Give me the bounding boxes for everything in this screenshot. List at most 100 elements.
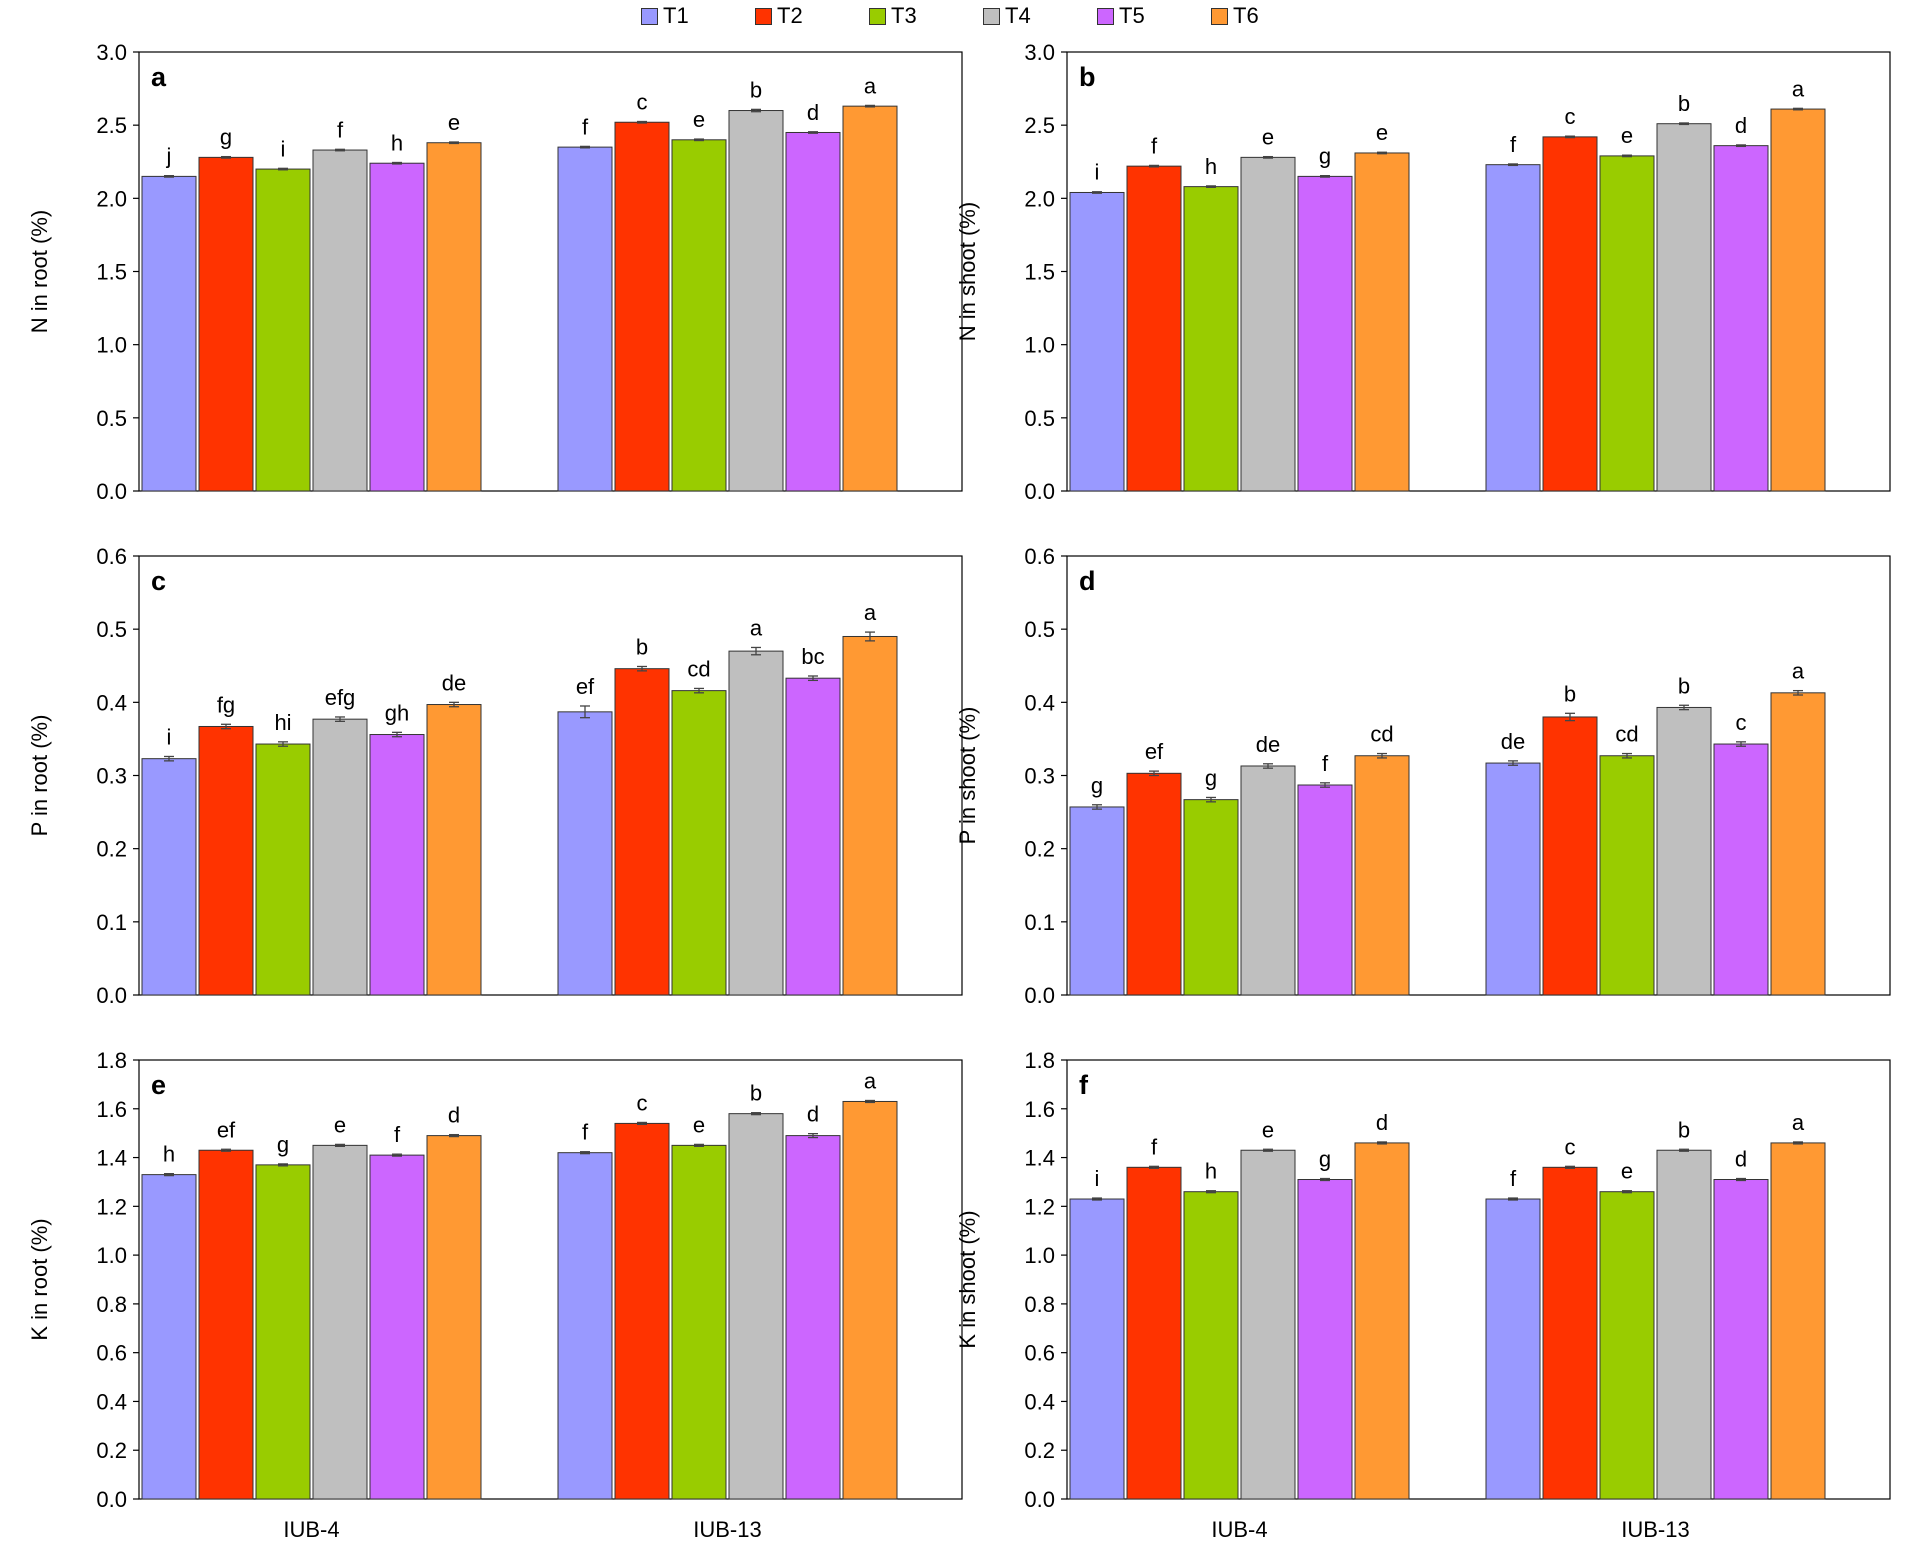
bar-t5-iub-13 bbox=[1713, 145, 1769, 492]
bar-t2-iub-4 bbox=[198, 156, 254, 492]
significance-letter: g bbox=[1091, 773, 1103, 798]
panel-label: a bbox=[151, 62, 167, 92]
legend-label-t5: T5 bbox=[1119, 3, 1145, 28]
significance-letter: de bbox=[442, 670, 466, 695]
significance-letter: e bbox=[1621, 1159, 1633, 1184]
y-tick-label: 0.0 bbox=[1024, 479, 1055, 504]
significance-letter: f bbox=[582, 1120, 589, 1145]
significance-letter: f bbox=[337, 117, 344, 142]
significance-letter: a bbox=[864, 73, 877, 98]
y-tick-label: 0.4 bbox=[1024, 690, 1055, 715]
bar-t4-iub-4 bbox=[312, 149, 368, 492]
y-tick-label: 0.0 bbox=[96, 479, 127, 504]
legend-label-t1: T1 bbox=[663, 3, 689, 28]
significance-letter: f bbox=[1151, 1134, 1158, 1159]
panel-b: 0.0 0.5 1.0 1.5 2.0 2.5 3.0 N in shoot (%) b i f h e… bbox=[955, 40, 1891, 504]
y-tick-label: 0.5 bbox=[1024, 617, 1055, 642]
y-tick-label: 0.2 bbox=[1024, 1438, 1055, 1463]
panel-a: 0.0 0.5 1.0 1.5 2.0 2.5 3.0 N in root (%) a j g i f h… bbox=[27, 40, 963, 504]
significance-letter: c bbox=[637, 1090, 648, 1115]
y-tick-label: 1.4 bbox=[96, 1146, 127, 1171]
bar-t4-iub-13 bbox=[1656, 123, 1712, 492]
panel-label: f bbox=[1079, 1070, 1089, 1100]
significance-letter: b bbox=[750, 1081, 762, 1106]
y-tick-label: 3.0 bbox=[1024, 40, 1055, 65]
significance-letter: b bbox=[636, 634, 648, 659]
y-tick-label: 0.0 bbox=[96, 1487, 127, 1512]
legend-item-t4: T4 bbox=[983, 3, 1031, 28]
y-tick-label: 1.4 bbox=[1024, 1146, 1055, 1171]
significance-letter: a bbox=[864, 600, 877, 625]
plot-frame bbox=[138, 1059, 963, 1500]
legend-swatch-t5 bbox=[1097, 7, 1114, 25]
y-tick-label: 1.8 bbox=[1024, 1048, 1055, 1073]
bar-t3-iub-4 bbox=[1183, 1191, 1239, 1500]
bar-t3-iub-4 bbox=[255, 168, 311, 492]
bar-t5-iub-4 bbox=[369, 1154, 425, 1500]
legend-item-t5: T5 bbox=[1097, 3, 1145, 28]
y-axis-label: N in root (%) bbox=[27, 210, 52, 333]
significance-letter: a bbox=[1792, 659, 1805, 684]
bar-t3-iub-4 bbox=[1183, 186, 1239, 492]
plot-frame bbox=[1066, 1059, 1891, 1500]
panel-label: d bbox=[1079, 566, 1096, 596]
y-tick-label: 0.4 bbox=[96, 690, 127, 715]
legend-label-t2: T2 bbox=[777, 3, 803, 28]
bar-t3-iub-13 bbox=[1599, 1191, 1655, 1500]
y-tick-label: 2.0 bbox=[1024, 186, 1055, 211]
significance-letter: g bbox=[1205, 765, 1217, 790]
bar-t4-iub-4 bbox=[1240, 765, 1296, 996]
legend-item-t1: T1 bbox=[641, 3, 689, 28]
significance-letter: h bbox=[1205, 1159, 1217, 1184]
significance-letter: h bbox=[391, 130, 403, 155]
bar-t2-iub-4 bbox=[1126, 772, 1182, 996]
bar-t4-iub-4 bbox=[1240, 1149, 1296, 1500]
legend-label-t4: T4 bbox=[1005, 3, 1031, 28]
bar-t3-iub-13 bbox=[671, 1144, 727, 1500]
bar-t6-iub-13 bbox=[1770, 692, 1826, 996]
significance-letter: h bbox=[163, 1142, 175, 1167]
y-tick-label: 2.0 bbox=[96, 186, 127, 211]
significance-letter: f bbox=[582, 114, 589, 139]
significance-letter: cd bbox=[687, 656, 710, 681]
bar-t2-iub-4 bbox=[198, 725, 254, 996]
bar-t5-iub-4 bbox=[1297, 784, 1353, 996]
y-tick-label: 3.0 bbox=[96, 40, 127, 65]
significance-letter: d bbox=[1376, 1110, 1388, 1135]
significance-letter: e bbox=[693, 1112, 705, 1137]
bar-t4-iub-4 bbox=[312, 1144, 368, 1500]
y-tick-label: 1.0 bbox=[96, 333, 127, 358]
significance-letter: g bbox=[220, 125, 232, 150]
y-tick-label: 0.0 bbox=[1024, 983, 1055, 1008]
bar-t6-iub-13 bbox=[842, 1100, 898, 1500]
bar-t3-iub-4 bbox=[1183, 799, 1239, 996]
bar-t1-iub-4 bbox=[1069, 806, 1125, 996]
bar-t1-iub-13 bbox=[1485, 164, 1541, 492]
bar-t1-iub-13 bbox=[557, 146, 613, 492]
bar-t4-iub-13 bbox=[728, 110, 784, 492]
y-tick-label: 0.6 bbox=[96, 1341, 127, 1366]
y-tick-label: 0.1 bbox=[96, 910, 127, 935]
legend-label-t6: T6 bbox=[1233, 3, 1259, 28]
bar-t5-iub-4 bbox=[369, 162, 425, 492]
y-axis-label: P in root (%) bbox=[27, 715, 52, 837]
significance-letter: c bbox=[1565, 1134, 1576, 1159]
bar-t4-iub-13 bbox=[1656, 1149, 1712, 1500]
y-tick-label: 1.2 bbox=[96, 1194, 127, 1219]
bar-t5-iub-13 bbox=[785, 677, 841, 996]
bar-t3-iub-13 bbox=[1599, 155, 1655, 492]
y-tick-label: 1.5 bbox=[96, 260, 127, 285]
bar-t4-iub-4 bbox=[1240, 156, 1296, 492]
significance-letter: i bbox=[281, 136, 286, 161]
bar-t3-iub-13 bbox=[1599, 755, 1655, 996]
bar-t1-iub-13 bbox=[1485, 762, 1541, 996]
y-tick-label: 1.2 bbox=[1024, 1194, 1055, 1219]
bar-t2-iub-13 bbox=[614, 668, 670, 996]
legend-item-t6: T6 bbox=[1211, 3, 1259, 28]
panel-label: e bbox=[151, 1070, 166, 1100]
significance-letter: d bbox=[1735, 1147, 1747, 1172]
panel-label: b bbox=[1079, 62, 1096, 92]
y-tick-label: 0.6 bbox=[1024, 1341, 1055, 1366]
bar-t5-iub-13 bbox=[785, 131, 841, 492]
legend-swatch-t3 bbox=[869, 7, 886, 25]
